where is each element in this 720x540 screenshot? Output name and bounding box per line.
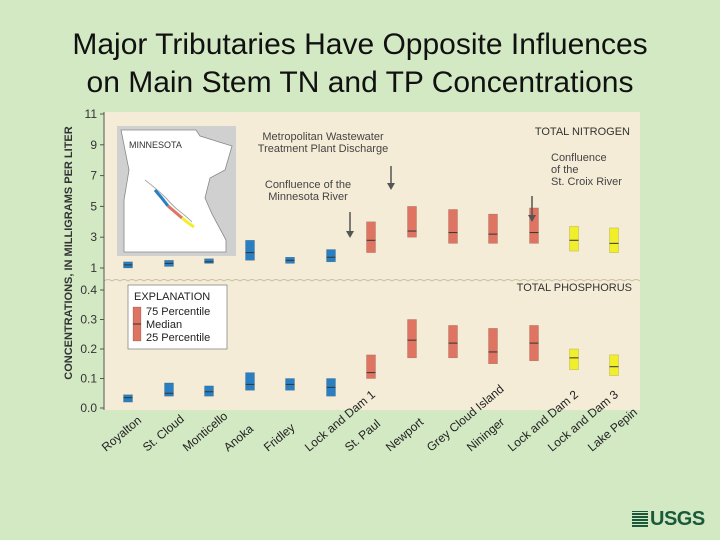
annotation-text: St. Croix River (551, 176, 622, 188)
box-tn (488, 213, 498, 244)
annotation-text: Minnesota River (268, 191, 348, 203)
box-tp (285, 378, 295, 391)
annotation-text: Treatment Plant Discharge (258, 143, 388, 155)
box-tn (366, 221, 376, 253)
box-tp (609, 354, 619, 376)
box-tp (164, 382, 174, 397)
box-iqr (448, 209, 458, 244)
box-iqr (366, 354, 376, 379)
panel-separator (103, 279, 641, 282)
y-tick-label: 9 (90, 138, 97, 152)
box-iqr (123, 394, 133, 403)
box-tn (407, 206, 417, 238)
map-label: MINNESOTA (129, 140, 182, 150)
box-tn (569, 226, 579, 252)
annotation-arrowhead (346, 231, 354, 238)
box-tn (609, 227, 619, 253)
box-iqr (448, 325, 458, 359)
box-tp (529, 325, 539, 362)
box-tp (448, 325, 458, 359)
map-river-upstream (153, 189, 170, 207)
map-basin (144, 179, 193, 223)
box-tp (488, 328, 498, 365)
box-iqr (609, 227, 619, 253)
annotation-arrowhead (387, 183, 395, 190)
title-line-1: Major Tributaries Have Opposite Influenc… (72, 28, 648, 61)
y-tick-label: 7 (90, 169, 97, 183)
x-tick-label: Royalton (99, 413, 144, 454)
box-tp (569, 348, 579, 370)
y-tick-label: 0.0 (80, 401, 97, 415)
box-tn (204, 258, 214, 264)
box-iqr (529, 207, 539, 244)
x-tick-label: Fridley (261, 420, 298, 454)
annotation-text: of the (551, 164, 579, 176)
y-tick-label: 3 (90, 230, 97, 244)
box-iqr (609, 354, 619, 376)
box-tp (407, 319, 417, 359)
legend-title: EXPLANATION (134, 291, 210, 303)
box-tn (326, 249, 336, 263)
panel-title-tn: TOTAL NITROGEN (535, 126, 630, 138)
map-river-croix (181, 216, 195, 229)
minnesota-map: MINNESOTA (117, 126, 236, 256)
box-iqr (204, 385, 214, 397)
box-iqr (245, 240, 255, 261)
box-iqr (326, 249, 336, 263)
usgs-logo-text: USGS (650, 508, 705, 530)
box-iqr (488, 328, 498, 365)
y-tick-label: 1 (90, 261, 97, 275)
x-tick-label: Anoka (221, 421, 256, 454)
y-tick-label: 0.2 (80, 342, 97, 356)
box-tp (326, 378, 336, 397)
y-tick-label: 0.4 (80, 283, 97, 297)
y-axis-label: CONCENTRATIONS, IN MILLIGRAMS PER LITER (63, 126, 75, 379)
legend-item: Median (146, 319, 182, 331)
box-iqr (407, 319, 417, 359)
box-iqr (164, 382, 174, 397)
box-tp (245, 372, 255, 391)
box-iqr (407, 206, 417, 238)
annotation-text: Confluence of the (265, 179, 351, 191)
legend-item: 25 Percentile (146, 332, 210, 344)
box-tn (123, 261, 133, 269)
box-tn (245, 240, 255, 261)
legend-box (127, 284, 228, 350)
title-line-2: on Main Stem TN and TP Concentrations (86, 66, 634, 99)
annotation-text: Metropolitan Wastewater (262, 131, 384, 143)
y-tick-label: 0.3 (80, 313, 97, 327)
box-iqr (569, 226, 579, 252)
map-state (120, 129, 233, 253)
panel-title-tp: TOTAL PHOSPHORUS (517, 282, 632, 294)
usgs-logo-icon (632, 511, 648, 527)
annotation-arrowhead (528, 215, 536, 222)
box-iqr (204, 258, 214, 264)
box-tn (529, 207, 539, 244)
y-tick-label: 11 (85, 107, 98, 121)
x-tick-label: St. Cloud (140, 412, 187, 454)
y-tick-label: 5 (90, 199, 97, 213)
box-iqr (488, 213, 498, 244)
box-iqr (366, 221, 376, 253)
box-iqr (569, 348, 579, 370)
slide-title: Major Tributaries Have Opposite Influenc… (0, 26, 720, 102)
annotation-text: Confluence (551, 152, 607, 164)
box-iqr (245, 372, 255, 391)
y-tick-label: 0.1 (80, 372, 97, 386)
map-river-metro (167, 204, 183, 220)
x-tick-label: Newport (383, 414, 427, 454)
box-tn (285, 256, 295, 264)
box-tp (366, 354, 376, 379)
box-tn (448, 209, 458, 244)
box-tn (164, 260, 174, 267)
box-tp (123, 394, 133, 403)
usgs-logo: USGS (632, 508, 705, 531)
box-tp (204, 385, 214, 397)
legend-item: 75 Percentile (146, 306, 210, 318)
